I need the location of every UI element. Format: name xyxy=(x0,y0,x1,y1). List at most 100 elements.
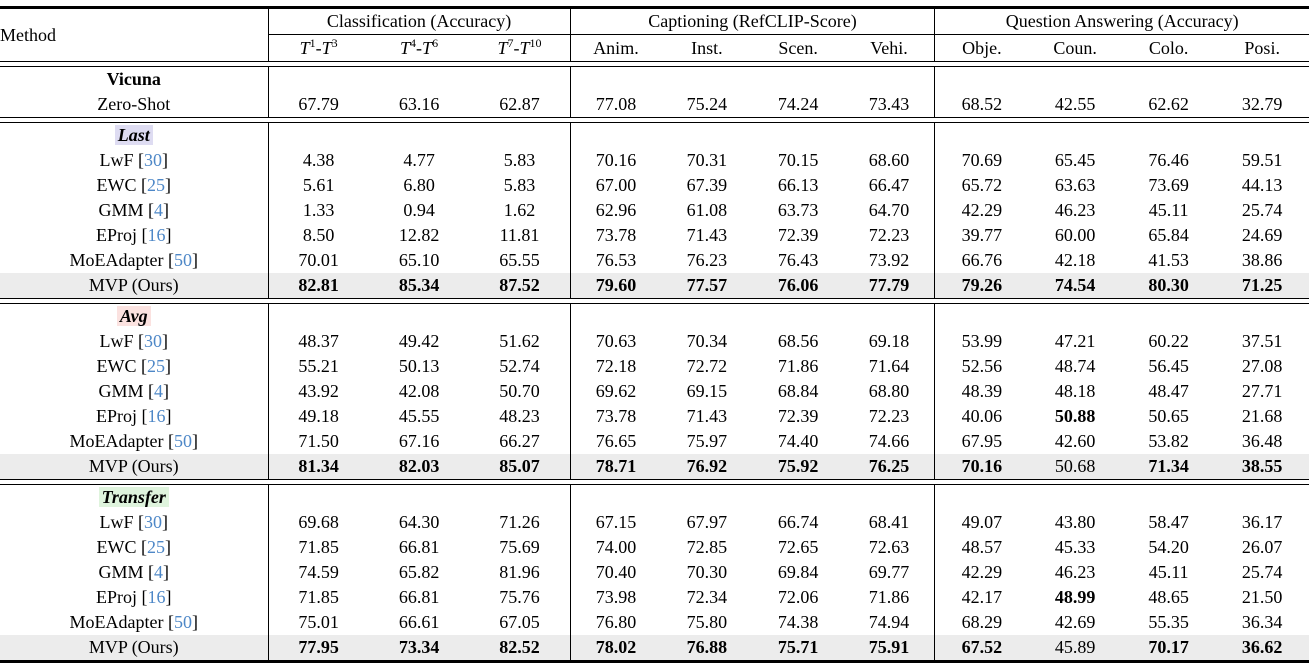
value-cell: 32.79 xyxy=(1241,94,1283,114)
value-cell: 71.50 xyxy=(267,429,369,454)
value-cell: 75.80 xyxy=(686,612,728,632)
value-cell: 1.62 xyxy=(503,200,536,220)
value-cell: 76.23 xyxy=(686,250,728,270)
value-cell: 48.18 xyxy=(1054,381,1096,401)
value-cell: 36.62 xyxy=(1215,635,1309,662)
value-cell: 82.81 xyxy=(267,273,369,299)
method-name: EWC xyxy=(96,356,137,376)
value-cell: 76.92 xyxy=(661,454,753,480)
value-cell: 76.65 xyxy=(569,429,662,454)
citation-number[interactable]: 30 xyxy=(144,150,163,170)
method-name: GMM xyxy=(98,381,144,401)
subcolumn-header-task-range: T4-T6 xyxy=(400,35,439,58)
citation-number[interactable]: 30 xyxy=(144,512,163,532)
citation-number[interactable]: 50 xyxy=(174,612,192,632)
citation-number[interactable]: 25 xyxy=(147,175,166,195)
value-cell: 6.80 xyxy=(403,175,435,195)
method-name: EProj xyxy=(96,587,138,607)
value-cell: 70.69 xyxy=(934,148,1029,173)
value-cell: 79.26 xyxy=(934,273,1029,299)
empty-cell xyxy=(934,66,1309,92)
value-cell: 47.21 xyxy=(1054,331,1096,351)
value-cell: 70.16 xyxy=(934,454,1029,480)
value-cell: 66.76 xyxy=(934,248,1029,273)
method-cell: MVP (Ours) xyxy=(0,454,269,480)
table-sections: Vicuna Zero-Shot 67.79 63.16 62.87 77.08 75.24… xyxy=(0,66,1309,663)
value-cell: 36.17 xyxy=(1241,512,1283,532)
value-cell: 72.85 xyxy=(686,537,728,557)
citation-number[interactable]: 25 xyxy=(147,537,166,557)
value-cell: 38.55 xyxy=(1215,454,1309,480)
section-vicuna: Vicuna Zero-Shot 67.79 63.16 62.87 77.08 75.24… xyxy=(0,66,1309,118)
value-cell: 48.65 xyxy=(1148,587,1189,607)
citation-number[interactable]: 25 xyxy=(147,356,166,376)
value-cell: 68.29 xyxy=(934,610,1029,635)
method-name: MVP (Ours) xyxy=(88,456,179,476)
method-cell: EWC [25] xyxy=(0,173,268,198)
value-cell: 67.95 xyxy=(934,429,1029,454)
value-cell: 65.45 xyxy=(1054,150,1096,170)
citation: [4] xyxy=(143,381,170,401)
value-cell: 25.74 xyxy=(1241,562,1283,582)
citation-number[interactable]: 50 xyxy=(174,431,192,451)
value-cell: 64.30 xyxy=(398,512,440,532)
value-cell: 68.41 xyxy=(868,512,910,532)
value-cell: 48.99 xyxy=(1054,587,1096,607)
citation-number[interactable]: 16 xyxy=(147,225,166,245)
subcolumn-header-obje: Obje. xyxy=(934,34,1029,62)
section-last: Last LwF [30] 4.38 4.77 5.83 70.16 70.31 70.15 6… xyxy=(0,122,1309,299)
value-cell: 65.82 xyxy=(398,562,440,582)
value-cell: 46.23 xyxy=(1054,562,1096,582)
value-cell: 72.72 xyxy=(686,356,728,376)
value-cell: 25.74 xyxy=(1241,200,1283,220)
value-cell: 42.60 xyxy=(1054,431,1096,451)
value-cell: 71.86 xyxy=(868,587,910,607)
value-cell: 65.55 xyxy=(499,250,540,270)
table-row-gmm: GMM [4] 74.59 65.82 81.96 70.40 70.30 69.84 69.… xyxy=(0,560,1309,585)
value-cell: 71.85 xyxy=(267,585,369,610)
value-cell: 69.84 xyxy=(777,562,819,582)
value-cell: 73.92 xyxy=(868,250,910,270)
method-name: MoEAdapter xyxy=(69,612,164,632)
value-cell: 68.80 xyxy=(868,381,910,401)
value-cell: 81.34 xyxy=(267,454,369,480)
value-cell: 42.55 xyxy=(1054,94,1096,114)
citation-number[interactable]: 50 xyxy=(174,250,192,270)
value-cell: 70.40 xyxy=(569,560,662,585)
citation-number[interactable]: 30 xyxy=(144,331,163,351)
value-cell: 72.06 xyxy=(777,587,819,607)
value-cell: 64.70 xyxy=(868,200,910,220)
value-cell: 62.87 xyxy=(499,94,540,114)
value-cell: 26.07 xyxy=(1241,537,1283,557)
citation-number[interactable]: 4 xyxy=(154,562,164,582)
citation-number[interactable]: 16 xyxy=(147,587,166,607)
value-cell: 76.53 xyxy=(569,248,662,273)
value-cell: 74.38 xyxy=(777,612,819,632)
value-cell: 72.65 xyxy=(777,537,819,557)
value-cell: 72.39 xyxy=(777,225,819,245)
value-cell: 40.06 xyxy=(934,404,1029,429)
value-cell: 62.96 xyxy=(569,198,662,223)
value-cell: 42.08 xyxy=(398,381,440,401)
citation-number[interactable]: 4 xyxy=(154,381,164,401)
subcolumn-header-coun: Coun. xyxy=(1053,37,1097,58)
table-row-eproj: EProj [16] 8.50 12.82 11.81 73.78 71.43 72.39 7… xyxy=(0,223,1309,248)
section-label: Last xyxy=(0,123,268,149)
value-cell: 5.83 xyxy=(503,150,536,170)
results-table-header: Method Classification (Accuracy) Caption… xyxy=(0,6,1309,62)
value-cell: 27.08 xyxy=(1241,356,1283,376)
table-row-moeadapter: MoEAdapter [50] 75.01 66.61 67.05 76.80 75.80… xyxy=(0,610,1309,635)
value-cell: 4.77 xyxy=(403,150,435,170)
value-cell: 55.35 xyxy=(1148,612,1189,632)
citation-number[interactable]: 16 xyxy=(147,406,166,426)
group-header-question-answering: Question Answering (Accuracy) xyxy=(934,7,1309,35)
citation-number[interactable]: 4 xyxy=(154,200,164,220)
value-cell: 21.50 xyxy=(1241,587,1283,607)
empty-cell xyxy=(569,66,935,92)
value-cell: 42.69 xyxy=(1054,612,1096,632)
method-cell: EWC [25] xyxy=(0,354,268,379)
citation: [30] xyxy=(133,150,169,170)
method-cell: LwF [30] xyxy=(0,510,268,535)
value-cell: 69.62 xyxy=(569,379,662,404)
value-cell: 42.17 xyxy=(934,585,1029,610)
